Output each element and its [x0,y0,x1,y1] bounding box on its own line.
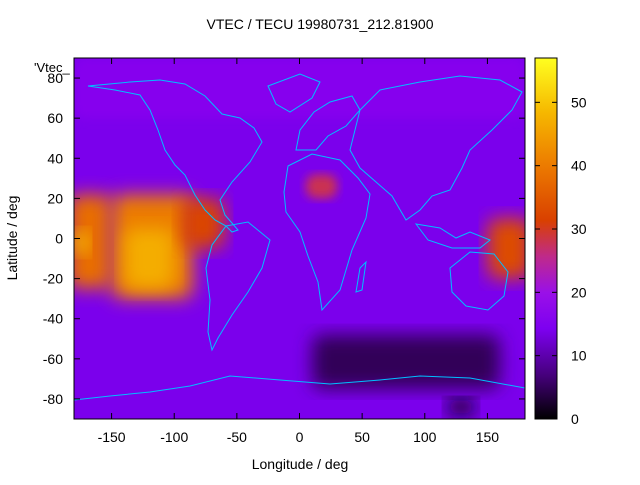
y-tick-label: -80 [43,391,63,407]
coastline-north-america [87,79,263,233]
colorbar-axis: 0 10 20 30 40 50 [535,94,587,427]
y-axis-label: Latitude / deg [4,195,20,281]
tec-region-southern-depletion [312,334,500,389]
x-tick-label: -100 [160,429,188,445]
coastline-madagascar [355,260,367,293]
y-tick-label: -40 [43,311,63,327]
y-tick-label: -60 [43,351,63,367]
x-axis-label: Longitude / deg [251,456,349,472]
colorbar [534,57,558,420]
coastline-antarctica [74,375,525,419]
x-tick-label: -50 [227,429,247,445]
colorbar-tick-label: 40 [571,158,587,174]
tec-region-pacific-peak-east [124,228,175,289]
coastline-europe [295,95,361,151]
coastline-south-america [205,221,271,352]
y-tick-label: -20 [43,271,63,287]
y-tick-label: 20 [47,190,63,206]
x-axis: -150 -100 -50 0 50 100 150 [98,58,500,445]
colorbar-tick-label: 0 [571,411,579,427]
colorbar-tick-label: 30 [571,221,587,237]
tec-region-antarctic-minimum [447,398,475,415]
coastline-indonesia [414,223,491,249]
coastline-greenland [267,73,321,113]
coastline-asia [349,75,523,221]
x-tick-label: 100 [413,429,437,445]
tec-region-north-africa-patch [305,174,338,199]
y-tick-label: 80 [47,70,63,86]
tec-region-west-pacific-enhancement [487,218,525,279]
colorbar-tick-label: 20 [571,284,587,300]
colorbar-tick-label: 10 [571,348,587,364]
y-tick-label: 40 [47,150,63,166]
x-tick-label: 50 [354,429,370,445]
coastlines [74,73,525,419]
y-tick-label: 60 [47,110,63,126]
tec-region-central-america-tongue [180,198,225,249]
colorbar-tick-label: 50 [571,94,587,110]
legend-label: 'Vtec_ [34,60,70,75]
x-tick-label: -150 [98,429,126,445]
coastline-australia [449,251,509,311]
tec-region-pacific-peak-west [74,230,90,255]
tec-field [74,58,525,419]
tec-region-north-polar-band [74,58,525,119]
tec-region-pacific-enhancement-west [74,194,112,289]
y-tick-label: 0 [55,231,63,247]
coastline-africa [283,153,371,312]
chart-title: VTEC / TECU 19980731_212.81900 [206,16,434,32]
y-axis: -80 -60 -40 -20 0 20 40 60 80 [43,70,525,407]
x-tick-label: 150 [476,429,500,445]
x-tick-label: 0 [296,429,304,445]
